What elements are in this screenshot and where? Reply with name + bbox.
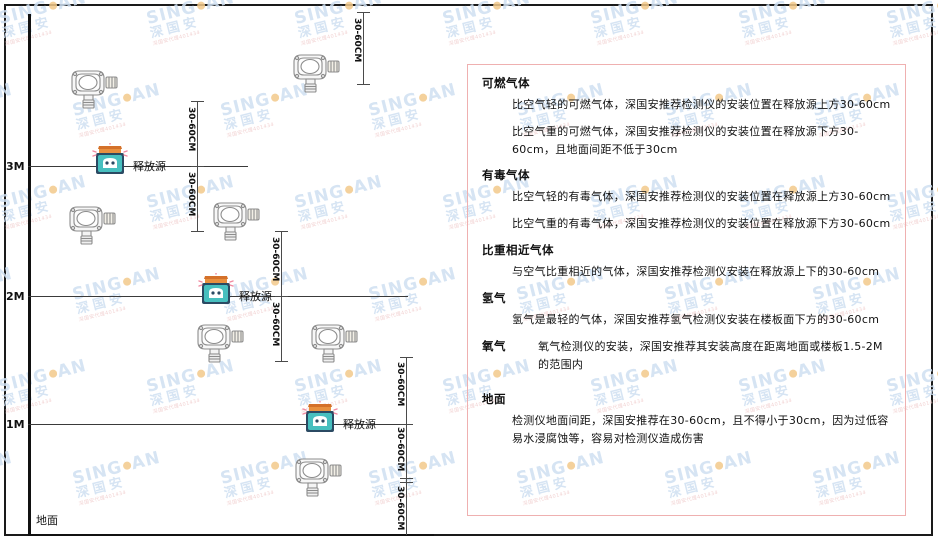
- section-text: 比空气重的可燃气体，深国安推荐检测仪的安装位置在释放源下方30-60cm，且地面…: [512, 124, 859, 156]
- release-source-icon: [196, 272, 236, 311]
- level-line-1m: [28, 424, 408, 425]
- dim-label-right-2: 30-60CM: [395, 427, 405, 472]
- section-oxygen: 氧气 氧气检测仪的安装，深国安推荐其安装高度在距离地面或楼板1.5-2M的范围内: [482, 338, 891, 374]
- level-line-3m: [28, 166, 248, 167]
- dim-tick: [357, 12, 370, 13]
- section-heading-similar-density: 比重相近气体: [482, 243, 554, 258]
- dim-tick: [191, 166, 204, 167]
- release-source-icon: [90, 142, 130, 181]
- gas-detector-icon: [290, 452, 346, 502]
- dim-label-right-1: 30-60CM: [395, 362, 405, 407]
- level-label-3m: 3M: [6, 160, 25, 173]
- release-source-label: 释放源: [133, 160, 166, 173]
- outer-frame: [4, 4, 933, 536]
- gas-detector-icon: [306, 318, 362, 368]
- dim-tick: [275, 296, 288, 297]
- gas-detector-icon: [208, 196, 264, 246]
- dim-tick: [400, 478, 413, 479]
- level-label-1m: 1M: [6, 418, 25, 431]
- section-heading-toxic: 有毒气体: [482, 168, 530, 183]
- gas-detector-icon: [64, 200, 120, 250]
- release-source-label: 释放源: [239, 290, 272, 303]
- section-text: 比空气轻的可燃气体，深国安推荐检测仪的安装位置在释放源上方30-60cm: [512, 98, 891, 111]
- section-text: 与空气比重相近的气体，深国安推荐检测仪安装在释放源上下的30-60cm: [512, 265, 880, 279]
- release-source-label: 释放源: [343, 418, 376, 431]
- dim-tick: [400, 482, 413, 483]
- dim-column-top: [363, 12, 364, 84]
- section-text: 比空气轻的有毒气体，深国安推荐检测仪的安装位置在释放源上方30-60cm: [512, 190, 891, 204]
- dim-label-left-2: 30-60CM: [186, 172, 196, 217]
- dim-label-mid-1: 30-60CM: [270, 237, 280, 282]
- dim-tick: [191, 101, 204, 102]
- vertical-axis: [28, 14, 31, 535]
- dim-tick: [275, 231, 288, 232]
- section-heading-ground: 地面: [482, 392, 506, 407]
- section-text: 氢气是最轻的气体，深国安推荐氢气检测仪安装在楼板面下方的30-60cm: [512, 312, 880, 326]
- dim-tick: [191, 231, 204, 232]
- dim-label-left-1: 30-60CM: [186, 107, 196, 152]
- dim-tick: [275, 361, 288, 362]
- level-label-2m: 2M: [6, 290, 25, 303]
- section-heading-flammable: 可燃气体: [482, 76, 530, 90]
- gas-detector-icon: [288, 48, 344, 98]
- guidelines-panel: 可燃气体 比空气轻的可燃气体，深国安推荐检测仪的安装位置在释放源上方30-60c…: [467, 64, 906, 516]
- gas-detector-icon: [66, 64, 122, 114]
- dim-label-right-3: 30-60CM: [395, 486, 405, 531]
- ground-line: [28, 534, 434, 536]
- section-text: 检测仪地面间距，深国安推荐在30-60cm，且不得小于30cm，因为过低容易水浸…: [512, 414, 889, 446]
- dim-label-mid-2: 30-60CM: [270, 302, 280, 347]
- dim-tick: [400, 357, 413, 358]
- release-source-icon: [300, 400, 340, 439]
- ground-label: 地面: [36, 514, 58, 527]
- section-text: 比空气重的有毒气体，深国安推荐检测仪的安装位置在释放源下方30-60cm: [512, 217, 891, 231]
- dim-column-right: [406, 357, 407, 535]
- gas-detector-icon: [192, 318, 248, 368]
- dim-tick: [400, 424, 413, 425]
- section-heading-oxygen: 氧气: [482, 338, 506, 353]
- section-text: 氧气检测仪的安装，深国安推荐其安装高度在距离地面或楼板1.5-2M的范围内: [538, 339, 883, 371]
- dim-label-top-1: 30-60CM: [352, 18, 362, 63]
- dim-tick: [357, 84, 370, 85]
- section-heading-hydrogen: 氢气: [482, 290, 506, 305]
